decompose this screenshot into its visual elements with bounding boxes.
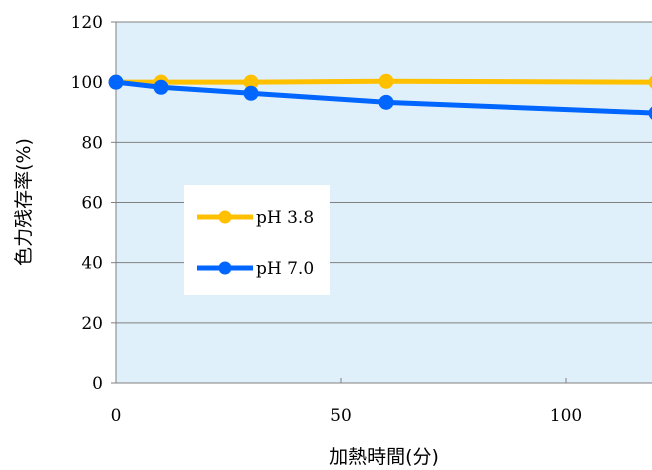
data-point (153, 79, 169, 95)
y-tick-label: 80 (81, 133, 103, 153)
x-tick-label: 0 (111, 406, 122, 426)
data-point (243, 85, 259, 101)
legend-box (184, 185, 330, 295)
data-point (648, 75, 652, 89)
series-layer (108, 73, 652, 120)
y-tick-label: 20 (81, 314, 103, 334)
data-point (378, 73, 394, 89)
data-point (648, 106, 652, 120)
data-point (108, 74, 124, 90)
y-tick-label: 40 (81, 254, 103, 274)
x-axis-title: 加熱時間(分) (329, 446, 439, 468)
y-tick-label: 120 (71, 13, 103, 33)
y-tick-label: 60 (81, 194, 103, 214)
legend-label-ph38: pH 3.8 (256, 208, 314, 228)
data-point (378, 94, 394, 110)
tick-labels: 0 20 40 60 80 100 120 0 50 100 (71, 13, 583, 426)
legend: pH 3.8 pH 7.0 (184, 185, 330, 295)
legend-marker-ph38 (218, 210, 232, 224)
x-tick-label: 50 (330, 406, 352, 426)
y-tick-label: 0 (92, 374, 103, 394)
legend-label-ph70: pH 7.0 (256, 259, 314, 279)
x-tick-label: 100 (550, 406, 582, 426)
y-axis-title: 色力残存率(%) (13, 138, 35, 266)
legend-marker-ph70 (218, 261, 232, 275)
data-point (243, 74, 259, 90)
y-tick-label: 100 (71, 73, 103, 93)
